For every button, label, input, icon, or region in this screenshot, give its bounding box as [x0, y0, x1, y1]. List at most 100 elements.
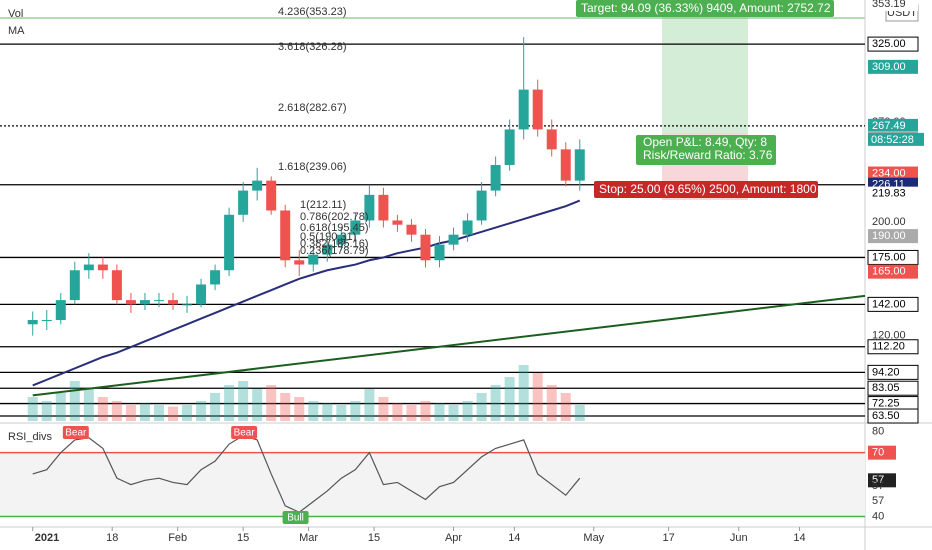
volume-bar: [153, 405, 164, 421]
candle-body: [504, 129, 515, 165]
candle-body: [420, 234, 431, 261]
candle-body: [27, 320, 38, 325]
candle-body: [238, 190, 249, 215]
candle-body: [111, 270, 122, 301]
volume-bar: [280, 393, 291, 421]
price-label: 267.49: [872, 120, 906, 132]
candle-body: [168, 300, 178, 305]
x-tick-label: 15: [368, 532, 380, 544]
price-label-box: [867, 364, 919, 380]
x-tick-label: 14: [793, 532, 805, 544]
price-label-box: [868, 214, 918, 229]
stop-label-box: [594, 181, 818, 198]
countdown: 08:52:28: [871, 134, 914, 146]
price-label-box: [868, 328, 918, 343]
candle-body: [69, 270, 80, 301]
candle-body: [336, 234, 347, 245]
price-label-box: [868, 229, 918, 244]
rr-label: Risk/Reward Ratio: 3.76: [643, 148, 773, 162]
volume-bar: [125, 405, 136, 421]
ma-line: [32, 199, 581, 387]
rsi-line: [32, 434, 581, 513]
signal-label: Bear: [234, 428, 256, 439]
x-tick-label: 17: [662, 532, 674, 544]
candle-body: [41, 320, 52, 322]
candle-body: [378, 194, 389, 221]
rsi-tick-box: [868, 473, 896, 488]
price-label: 63.50: [872, 410, 900, 422]
volume-bar: [364, 389, 375, 421]
candle-body: [182, 304, 193, 306]
volume-bar: [182, 405, 193, 421]
volume-bar: [518, 365, 529, 421]
volume-bar: [350, 401, 361, 421]
stop-label: Stop: 25.00 (9.65%) 2500, Amount: 1800: [599, 182, 817, 196]
candle-body: [322, 244, 333, 255]
signal-box: [282, 511, 309, 524]
rsi-tick-label: 57: [872, 474, 884, 486]
indicator-label: Vol: [8, 8, 23, 20]
volume-bar: [448, 405, 459, 421]
price-label-box: [868, 118, 918, 133]
volume-bar: [476, 393, 487, 421]
price-label: 165.00: [872, 266, 906, 278]
candle-body: [406, 224, 417, 235]
volume-bar: [378, 397, 389, 421]
target-label: Target: 94.09 (36.33%) 9409, Amount: 275…: [581, 1, 831, 15]
price-label-box: [868, 264, 918, 279]
volume-bar: [434, 403, 445, 421]
candle-body: [574, 149, 585, 181]
volume-bar: [168, 406, 178, 421]
price-label-box: [867, 249, 919, 265]
volume-bar: [83, 389, 94, 421]
countdown-box: [868, 132, 924, 146]
x-tick-label: 18: [106, 532, 118, 544]
volume-bar: [41, 401, 52, 421]
price-label: 120.00: [872, 330, 906, 342]
volume-bar: [336, 405, 347, 421]
price-label-box: [867, 296, 919, 312]
price-label: 72.25: [872, 397, 900, 409]
volume-bar: [504, 377, 515, 421]
price-label-box: [867, 36, 919, 52]
volume-bar: [462, 401, 473, 421]
volume-bar: [27, 397, 38, 421]
rsi-tick-box: [868, 424, 896, 439]
signal-label: Bull: [287, 513, 304, 524]
candle-body: [392, 220, 403, 225]
candle-body: [560, 149, 571, 181]
candle-body: [490, 164, 501, 191]
volume-bar: [546, 385, 557, 421]
x-tick-label: Feb: [168, 532, 187, 544]
volume-bar: [574, 405, 585, 421]
x-tick-label: Apr: [445, 532, 462, 544]
target-zone: [662, 0, 748, 133]
fib-label: 0.382(185.16): [300, 238, 369, 250]
candle-body: [266, 180, 277, 211]
candle-body: [364, 194, 375, 221]
volume-bar: [252, 389, 263, 421]
candle-body: [350, 220, 361, 235]
rsi-tick-box: [868, 509, 896, 524]
volume-bar: [532, 373, 543, 421]
indicator-label: MA: [8, 25, 25, 37]
candle-body: [434, 244, 445, 261]
candle-body: [476, 190, 487, 221]
volume-bar: [210, 393, 221, 421]
rsi-tick-label: 40: [872, 510, 884, 522]
volume-bar: [238, 381, 249, 421]
price-label-box: [868, 0, 918, 11]
rsi-label: RSI_divs: [8, 431, 53, 443]
rsi-extra-label: 57: [872, 480, 884, 492]
rsi-band: [0, 452, 865, 517]
candle-body: [532, 89, 543, 130]
candle-body: [125, 300, 136, 305]
price-label: 94.20: [872, 366, 900, 378]
volume-bar: [111, 401, 122, 421]
volume-bar: [490, 385, 501, 421]
price-label-box: [867, 380, 919, 396]
candle-body: [153, 300, 164, 302]
volume-bar: [420, 401, 431, 421]
candle-body: [280, 210, 291, 261]
